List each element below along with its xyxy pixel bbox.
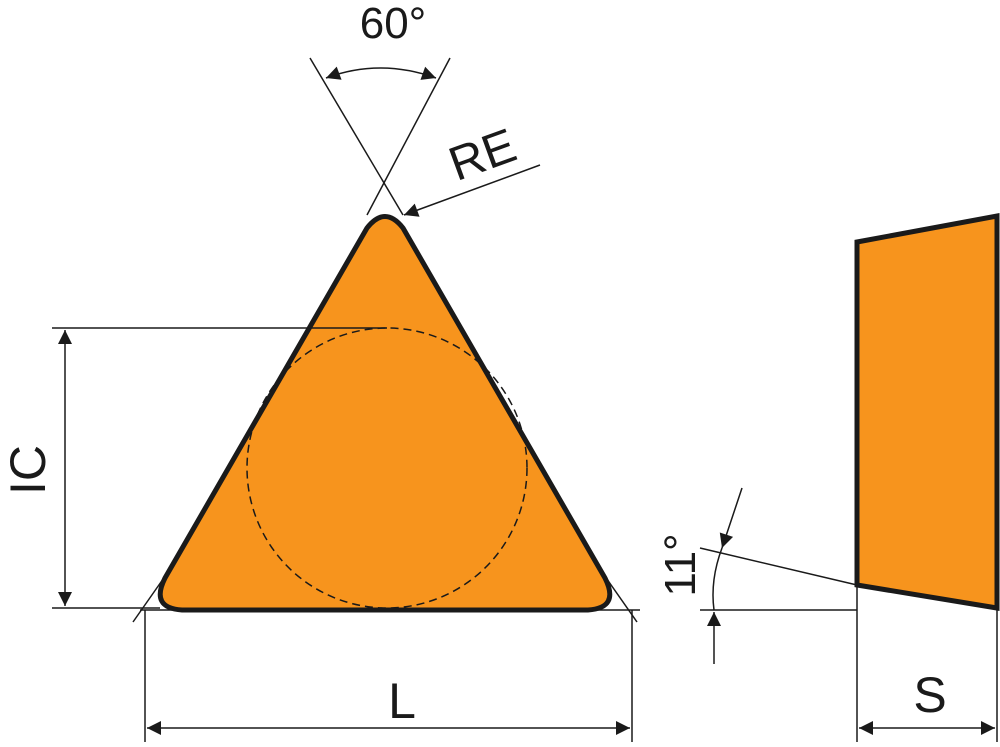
angle-60-label: 60° bbox=[360, 0, 427, 48]
re-leader bbox=[403, 164, 541, 217]
angle-60-dimension bbox=[309, 57, 451, 216]
insert-side-view bbox=[854, 212, 1000, 611]
clearance-angle-dimension bbox=[699, 487, 858, 664]
clearance-angle-label: 11° bbox=[656, 533, 705, 596]
inscribed-circle bbox=[246, 327, 528, 609]
s-label: S bbox=[913, 667, 946, 723]
l-dimension bbox=[132, 571, 640, 742]
l-label: L bbox=[388, 673, 416, 729]
ic-label: IC bbox=[0, 445, 56, 495]
s-dimension bbox=[856, 585, 998, 742]
insert-top-view bbox=[157, 214, 613, 613]
re-label: RE bbox=[442, 119, 523, 192]
